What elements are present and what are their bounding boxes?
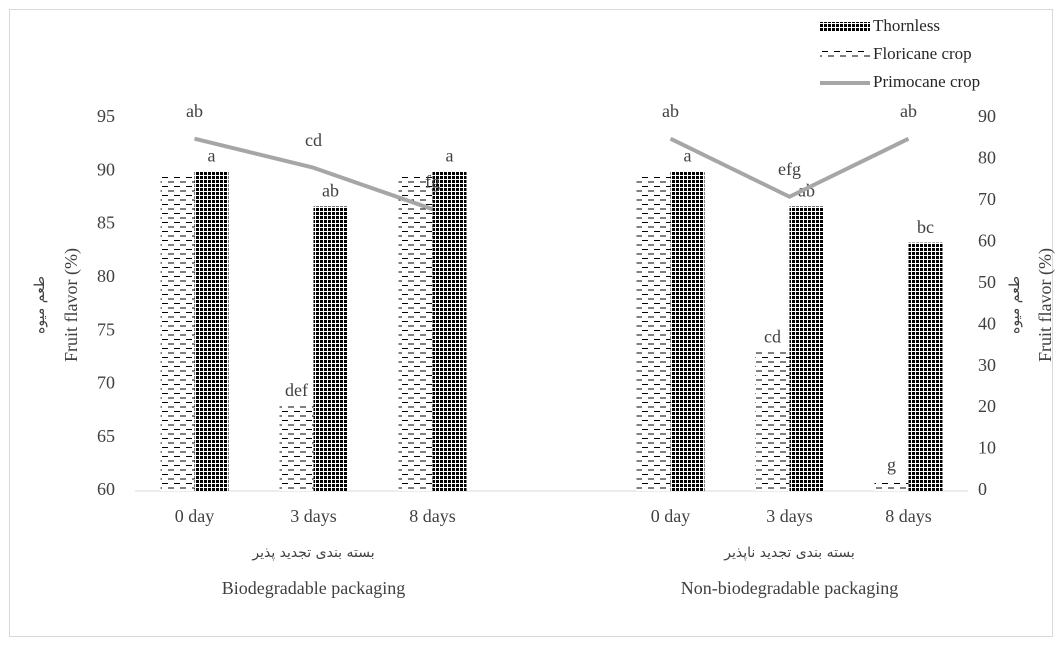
line-letter: fg bbox=[425, 171, 440, 191]
y-tick-label: 90 bbox=[97, 159, 115, 179]
y2-tick-label: 0 bbox=[978, 479, 987, 499]
y2-tick-label: 90 bbox=[978, 106, 996, 126]
x-tick-label: 8 days bbox=[409, 506, 456, 526]
line bbox=[194, 136, 910, 212]
y2-tick-label: 70 bbox=[978, 189, 996, 209]
x-tick-label: 0 day bbox=[651, 506, 691, 526]
bar-letter: g bbox=[887, 454, 896, 474]
y2-tick-label: 40 bbox=[978, 313, 996, 333]
x-tick-label: 3 days bbox=[766, 506, 813, 526]
line-letter: efg bbox=[778, 159, 801, 179]
bar bbox=[874, 480, 909, 491]
line-letter: ab bbox=[186, 101, 203, 121]
y-tick-label: 80 bbox=[97, 266, 115, 286]
bar bbox=[194, 171, 229, 492]
x-tick-label: 8 days bbox=[885, 506, 932, 526]
legend-label: Primocane crop bbox=[873, 72, 980, 91]
line-letter: cd bbox=[305, 130, 322, 150]
bar bbox=[789, 206, 824, 491]
y2-tick-label: 10 bbox=[978, 438, 996, 458]
bar bbox=[636, 176, 671, 491]
y2-tick-label: 80 bbox=[978, 148, 996, 168]
y2-tick-label: 60 bbox=[978, 230, 996, 250]
y2-tick-label: 50 bbox=[978, 272, 996, 292]
x-tick-label: 0 day bbox=[175, 506, 215, 526]
group-label-fa: بسته بندی تجدید ناپذیر bbox=[723, 545, 854, 561]
bar bbox=[160, 176, 195, 491]
bar bbox=[908, 242, 943, 491]
bar bbox=[313, 206, 348, 491]
y2-tick-label: 30 bbox=[978, 355, 996, 375]
bar-letter: a bbox=[684, 145, 692, 165]
y2-axis-title-fa: طعم میوه bbox=[1007, 276, 1023, 334]
legend-label: Thornless bbox=[873, 16, 940, 35]
y-tick-label: 60 bbox=[97, 479, 115, 499]
bar bbox=[432, 171, 467, 492]
bar-letter: a bbox=[446, 145, 454, 165]
bar-letter: def bbox=[285, 380, 308, 400]
legend-swatch bbox=[820, 22, 870, 32]
y-tick-label: 75 bbox=[97, 319, 115, 339]
bar bbox=[670, 171, 705, 492]
y-tick-label: 70 bbox=[97, 373, 115, 393]
bar-letter: bc bbox=[917, 217, 934, 237]
bar bbox=[279, 405, 314, 491]
y-axis-title-fa: طعم میوه bbox=[32, 276, 48, 334]
x-tick-label: 3 days bbox=[290, 506, 337, 526]
bar bbox=[755, 352, 790, 491]
group-label-fa: بسته بندی تجدید پذیر bbox=[251, 545, 374, 561]
y-tick-label: 85 bbox=[97, 213, 115, 233]
bar-letter: a bbox=[208, 145, 216, 165]
chart-frame bbox=[9, 9, 1053, 637]
line-letter: ab bbox=[900, 101, 917, 121]
y2-tick-label: 20 bbox=[978, 396, 996, 416]
group-label: Biodegradable packaging bbox=[222, 578, 405, 598]
bar bbox=[398, 176, 433, 491]
group-label: Non-biodegradable packaging bbox=[681, 578, 898, 598]
line-letter: ab bbox=[662, 101, 679, 121]
legend-label: Floricane crop bbox=[873, 44, 972, 63]
legend-swatch bbox=[820, 50, 870, 60]
y-axis-title: Fruit flavor (%) bbox=[61, 248, 82, 362]
y2-axis-title: Fruit flavor (%) bbox=[1035, 248, 1056, 362]
bar-letter: cd bbox=[764, 327, 781, 347]
y-tick-label: 65 bbox=[97, 426, 115, 446]
y-tick-label: 95 bbox=[97, 106, 115, 126]
bar-letter: ab bbox=[322, 181, 339, 201]
